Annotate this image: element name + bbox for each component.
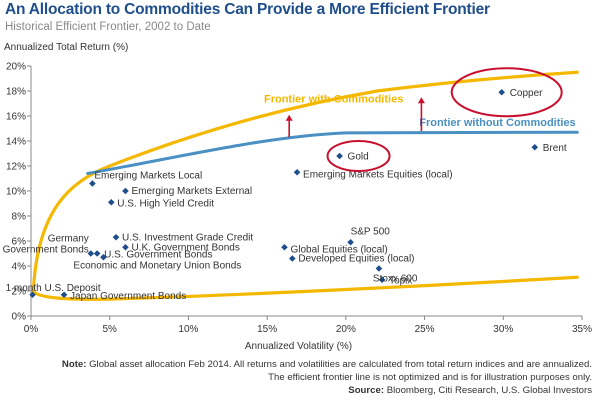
data-point bbox=[498, 88, 506, 96]
point-label: Brent bbox=[543, 143, 567, 154]
frontier-curves: Frontier with Commodities Frontier withou… bbox=[31, 70, 579, 301]
y-tick-label: 10% bbox=[6, 187, 26, 198]
point-label: Global Equities (local) bbox=[290, 244, 387, 255]
point-label: Emerging Markets External bbox=[131, 186, 252, 197]
source-text: Bloomberg, Citi Research, U.S. Global In… bbox=[386, 385, 592, 396]
point-label: Economic and Monetary Union Bonds bbox=[73, 260, 241, 271]
source-line: Source: Bloomberg, Citi Research, U.S. G… bbox=[348, 385, 592, 396]
point-label: S&P 500 bbox=[351, 226, 391, 237]
gold-highlight-circle bbox=[326, 140, 391, 172]
note-line-1: Note: Global asset allocation Feb 2014. … bbox=[62, 359, 592, 370]
x-tick-label: 5% bbox=[102, 324, 117, 335]
copper-highlight-circle bbox=[450, 67, 563, 118]
chart-title: An Allocation to Commodities Can Provide… bbox=[5, 1, 490, 18]
point-label: U.S. High Yield Credit bbox=[117, 198, 214, 209]
annotations bbox=[285, 67, 563, 172]
x-tick-label: 20% bbox=[336, 324, 356, 335]
y-tick-label: 2% bbox=[12, 287, 27, 298]
point-label: U.S. Government Bonds bbox=[104, 250, 212, 261]
data-point bbox=[293, 168, 301, 176]
point-label: U.S. Investment Grade Credit bbox=[122, 232, 253, 243]
point-label: Topix bbox=[389, 275, 412, 286]
y-tick-label: 14% bbox=[6, 137, 26, 148]
x-tick-label: 35% bbox=[572, 324, 592, 335]
data-point bbox=[289, 255, 296, 262]
point-label: Japan Government Bonds bbox=[70, 291, 186, 302]
y-tick-label: 16% bbox=[6, 112, 26, 123]
arrow-up-right-head bbox=[417, 97, 425, 104]
x-axis-label: Annualized Volatility (%) bbox=[245, 341, 352, 352]
point-label: Emerging Markets Local bbox=[94, 171, 202, 182]
data-point bbox=[89, 180, 96, 187]
y-tick-label: 8% bbox=[12, 212, 27, 223]
data-points bbox=[29, 88, 539, 299]
data-point bbox=[100, 253, 107, 261]
frontier-with-commodities-line bbox=[31, 70, 579, 301]
data-point bbox=[375, 265, 383, 272]
data-point bbox=[122, 243, 129, 251]
frontier-without-commodities-label: Frontier without Commodities bbox=[419, 117, 575, 129]
y-tick-label: 18% bbox=[6, 87, 26, 98]
data-point bbox=[107, 198, 115, 206]
axes: 0% 2% 4% 6% 8% 10% 12% 14% 16% 18% 20% 0% 5% 10% 15% 20… bbox=[6, 62, 592, 353]
data-point bbox=[347, 238, 354, 246]
y-tick-label: 4% bbox=[12, 262, 27, 273]
note-line-2: The efficient frontier line is not optim… bbox=[268, 372, 592, 383]
point-label: Stoxx 600 bbox=[373, 274, 418, 285]
data-point bbox=[122, 187, 129, 195]
x-tick-label: 0% bbox=[24, 324, 39, 335]
point-label: Copper bbox=[510, 88, 543, 99]
data-point bbox=[281, 243, 288, 251]
chart-subtitle: Historical Efficient Frontier, 2002 to D… bbox=[5, 21, 211, 33]
point-label: Emerging Markets Equities (local) bbox=[303, 169, 453, 180]
point-label: 1 month U.S. Deposit bbox=[6, 283, 101, 294]
point-label: Developed Equities (local) bbox=[298, 254, 414, 265]
data-point bbox=[336, 152, 343, 160]
frontier-without-commodities-line bbox=[86, 130, 579, 175]
y-tick-label: 0% bbox=[12, 312, 27, 323]
data-point bbox=[378, 276, 386, 284]
point-label: Germany bbox=[48, 234, 89, 245]
frontier-with-commodities-label: Frontier with Commodities bbox=[264, 93, 403, 105]
x-tick-label: 15% bbox=[257, 324, 277, 335]
data-point bbox=[87, 250, 95, 257]
y-axis-label: Annualized Total Return (%) bbox=[4, 42, 129, 53]
data-point bbox=[93, 250, 101, 257]
x-tick-label: 25% bbox=[415, 324, 435, 335]
y-tick-label: 20% bbox=[6, 62, 26, 73]
note-label: Note: bbox=[61, 359, 87, 370]
arrow-up-left-head bbox=[285, 114, 293, 121]
point-label: U.K. Government Bonds bbox=[131, 242, 239, 253]
note-text: Global asset allocation Feb 2014. All re… bbox=[89, 359, 592, 370]
data-point bbox=[29, 291, 36, 299]
x-tick-label: 10% bbox=[178, 324, 198, 335]
source-label: Source: bbox=[348, 385, 385, 396]
point-label: Government Bonds bbox=[3, 245, 89, 256]
data-point bbox=[112, 233, 120, 241]
y-tick-label: 12% bbox=[6, 162, 26, 173]
x-tick-label: 30% bbox=[493, 324, 513, 335]
data-point bbox=[531, 143, 539, 151]
data-point bbox=[60, 291, 68, 299]
point-label: Gold bbox=[348, 152, 369, 163]
y-tick-label: 6% bbox=[12, 237, 27, 248]
